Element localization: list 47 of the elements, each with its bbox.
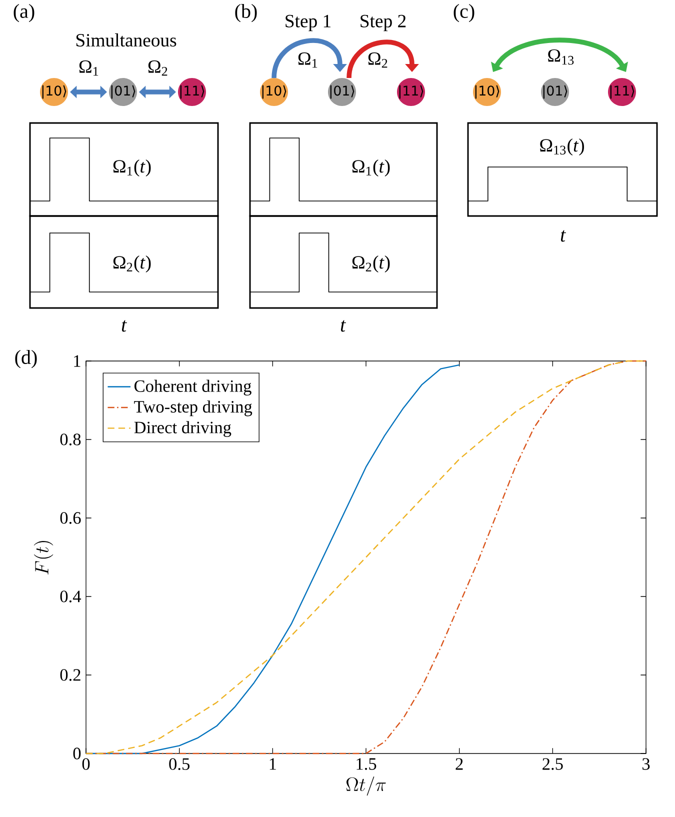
text: |01⟩ [543, 85, 568, 99]
x-tick-label: 0 [82, 758, 90, 770]
x-axis-title: t [340, 320, 346, 332]
chart-title: (a) [14, 4, 34, 22]
x-tick-label: 2 [456, 758, 463, 770]
x-tick-label: 2.5 [542, 758, 563, 770]
text: |11⟩ [399, 85, 424, 99]
text: Ω$_{13}$ [548, 49, 574, 65]
y-tick-label: 1 [74, 355, 80, 367]
y-tick-label: 0.8 [60, 434, 81, 446]
legend-label: Direct driving [134, 421, 232, 437]
annotation: Ω$_{2}$(t) [352, 256, 390, 272]
text: Ω$_{2}$ [148, 60, 168, 76]
text: |10⟩ [475, 85, 500, 99]
text: |10⟩ [262, 85, 286, 99]
text: |11⟩ [180, 85, 204, 99]
annotation: Ω$_{1}$(t) [113, 160, 151, 176]
annotation: Ω$_{2}$(t) [113, 256, 151, 272]
x-tick-label: 3 [642, 758, 650, 770]
y-axis-title: $F(t)$ [34, 541, 54, 574]
x-tick-label: 1.5 [356, 758, 376, 770]
x-axis-title: t [122, 320, 127, 332]
x-tick-label: 1 [270, 758, 276, 770]
x-tick-label: 0.5 [169, 758, 190, 770]
y-tick-label: 0.4 [60, 590, 82, 602]
annotation: Ω$_{1}$(t) [352, 160, 390, 176]
text: |10⟩ [42, 85, 66, 99]
chart-title: (c) [454, 4, 474, 22]
text: |01⟩ [330, 85, 354, 99]
chart-title: (b) [235, 4, 257, 22]
legend-label: Two-step driving [134, 400, 252, 416]
text: |11⟩ [610, 85, 634, 99]
y-tick-label: 0 [73, 748, 81, 760]
y-tick-label: 0.2 [60, 669, 80, 681]
text: Simultaneous [76, 33, 176, 47]
y-tick-label: 0.6 [60, 512, 81, 524]
text: Ω$_{13}$(t) [540, 138, 584, 156]
text: Ω$_{1}$ [79, 60, 98, 76]
text: Step 2 [360, 14, 406, 32]
text: |01⟩ [111, 85, 136, 99]
x-axis-title: t [560, 230, 566, 242]
chart-title: (d) [15, 350, 37, 368]
text: Ω$_{1}$ [298, 52, 318, 68]
text: Ω$_{2}$ [368, 52, 388, 68]
x-axis-title: $\Omega t/\pi$ [346, 776, 386, 796]
legend-label: Coherent driving [134, 380, 252, 396]
text: Step 1 [286, 14, 330, 32]
